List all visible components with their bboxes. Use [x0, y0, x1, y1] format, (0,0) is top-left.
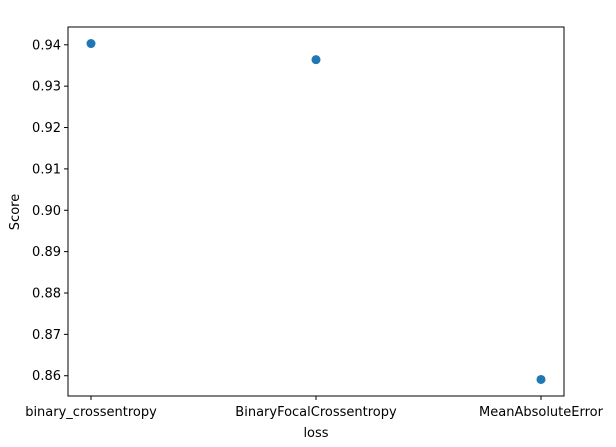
y-tick-label: 0.91 [32, 162, 61, 177]
y-tick-label: 0.90 [32, 204, 61, 219]
data-points [86, 39, 546, 384]
y-axis: 0.86 0.87 0.88 0.89 0.90 0.91 0.92 0.93 0.94 [32, 38, 68, 384]
plot-area [67, 26, 565, 397]
data-point [536, 374, 546, 384]
y-tick-label: 0.86 [32, 369, 61, 384]
x-tick-label: BinaryFocalCrossentropy [235, 405, 397, 420]
y-tick-label: 0.92 [32, 121, 61, 136]
y-tick-label: 0.88 [32, 286, 61, 301]
y-axis-label: Score [8, 194, 23, 230]
x-tick-label: binary_crossentropy [25, 405, 157, 420]
x-axis-label: loss [303, 426, 328, 441]
y-tick-label: 0.93 [32, 80, 61, 95]
x-tick-label: MeanAbsoluteError [479, 405, 604, 420]
y-tick-label: 0.89 [32, 245, 61, 260]
x-axis: binary_crossentropy BinaryFocalCrossentro… [25, 396, 604, 420]
data-point [311, 55, 321, 65]
data-point [86, 39, 96, 49]
y-tick-label: 0.94 [32, 38, 61, 53]
y-tick-label: 0.87 [32, 328, 61, 343]
